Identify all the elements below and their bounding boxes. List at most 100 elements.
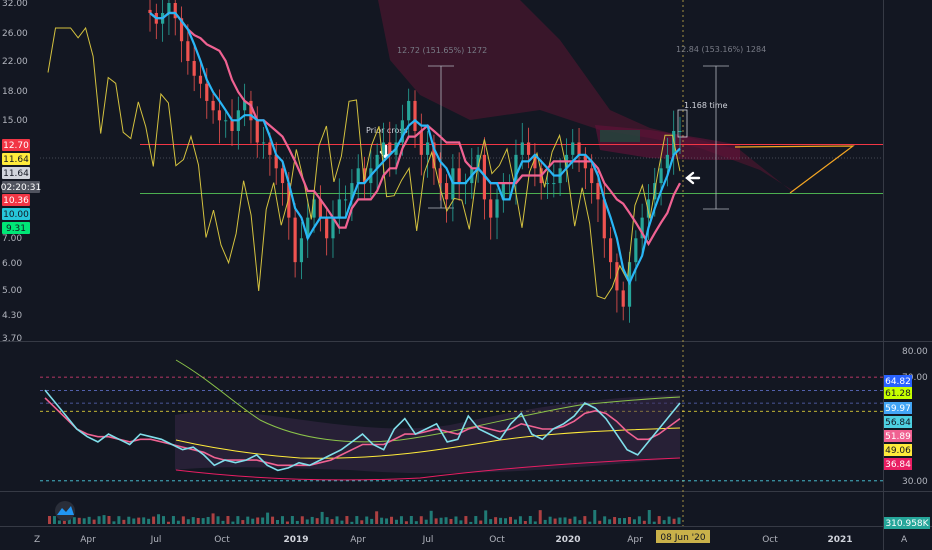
volume-bar	[474, 516, 478, 524]
candle-body	[343, 199, 348, 201]
cyan-conversion	[149, 11, 681, 286]
volume-bar	[370, 518, 374, 524]
volume-bar	[206, 516, 210, 524]
candle-body	[621, 290, 625, 307]
x-tick-label: Jul	[422, 535, 434, 545]
y-tick-label: 32.00	[2, 0, 28, 9]
badges-group: 12.70 11.64 11.64 02:20:31 10.36 10.00 9.31 64.…	[1, 139, 930, 543]
volume-bar	[97, 516, 101, 524]
candle-body	[356, 168, 360, 184]
volume-bar	[429, 510, 433, 524]
candle-body	[148, 9, 152, 13]
osc-badge	[884, 387, 912, 399]
volume-bar	[261, 517, 265, 524]
time-label: 1.168 time	[684, 101, 728, 110]
candle-body	[577, 142, 581, 155]
x-tick-label: Apr	[80, 535, 96, 545]
time-box[interactable]	[677, 109, 688, 138]
x-tick-label: Oct	[762, 535, 778, 545]
volume-bar	[92, 519, 96, 524]
volume-bar	[459, 520, 463, 524]
volume-bar	[48, 516, 51, 524]
volume-bar	[657, 516, 661, 524]
volume-bar	[667, 516, 671, 524]
volume-bar	[295, 520, 299, 524]
measure-right[interactable]	[703, 65, 729, 210]
candle-body	[268, 142, 272, 155]
volume-bar	[176, 520, 180, 524]
volume-bar	[236, 516, 240, 524]
y-tick-label: 26.00	[2, 29, 28, 39]
price-badge-label: 11.64	[3, 169, 29, 179]
candle-body	[520, 142, 524, 155]
candle-body	[432, 142, 436, 169]
volume-bar	[360, 520, 364, 524]
volume-bar	[102, 515, 106, 524]
volume-bar	[72, 517, 76, 524]
volume-bar	[300, 516, 304, 524]
volume-bar	[647, 510, 651, 524]
y-tick-label: 18.00	[2, 87, 28, 97]
x-tick-label: Apr	[350, 535, 366, 545]
volume-bar	[563, 517, 567, 524]
candle-body	[381, 142, 386, 155]
footer-left-label[interactable]: Z	[34, 535, 40, 545]
y-tick-label: 3.70	[2, 334, 22, 344]
volume-bar	[622, 518, 626, 524]
candle-body	[646, 199, 651, 218]
volume-bar	[162, 516, 166, 524]
candle-body	[489, 199, 493, 218]
candle-body	[350, 183, 354, 200]
volume-bar	[449, 518, 453, 524]
osc-badge-label: 59.97	[885, 404, 911, 414]
price-badge-label: 02:20:31	[1, 183, 41, 193]
osc-badge-label: 51.89	[885, 432, 911, 442]
candle-body	[243, 100, 247, 111]
volume-bar	[627, 517, 631, 524]
volume-bar	[588, 521, 592, 524]
volume-bar	[132, 518, 136, 524]
candle-body	[571, 142, 575, 155]
price-badge-label: 12.70	[3, 141, 29, 151]
volume-bar	[166, 521, 170, 524]
volume-bar	[404, 521, 408, 524]
osc-badge-label: 64.82	[885, 377, 911, 387]
volume-bar	[335, 516, 339, 524]
x-tick-label: Oct	[489, 535, 505, 545]
volume-badge-label: 310.958K	[885, 519, 929, 529]
volume-bar	[82, 518, 86, 524]
candle-body	[678, 130, 682, 132]
volume-bar	[57, 520, 61, 524]
volume-bar	[77, 517, 81, 524]
volume-bar	[409, 516, 413, 524]
volume-bar	[241, 520, 245, 524]
volume-bar	[330, 519, 334, 524]
osc-badge	[884, 402, 912, 414]
yellow-line	[47, 26, 681, 300]
volume-bar	[399, 516, 403, 524]
volume-bar	[454, 516, 458, 524]
osc-badge	[884, 375, 912, 387]
price-badge-label: 11.64	[3, 155, 29, 165]
volume-bar	[637, 516, 641, 524]
logo-icon[interactable]	[55, 501, 75, 521]
volume-bar	[147, 518, 151, 524]
osc-pink-series	[44, 397, 681, 467]
footer-right-label[interactable]: A	[901, 535, 908, 545]
volume-bar	[419, 516, 423, 524]
candle-body	[533, 154, 537, 169]
volume-bar	[221, 520, 225, 524]
volume-bar	[276, 520, 280, 524]
osc-badge-label: 56.84	[885, 418, 911, 428]
volume-bar	[652, 521, 656, 524]
volume-bar	[196, 517, 200, 524]
volume-bar	[122, 519, 126, 524]
date-badge	[656, 530, 710, 543]
volume-bar	[598, 520, 602, 524]
projection-lines[interactable]	[734, 145, 855, 194]
volume-bar	[201, 518, 205, 524]
volume-bar	[355, 516, 359, 524]
volume-bar	[231, 521, 235, 524]
volume-bar	[211, 513, 215, 524]
